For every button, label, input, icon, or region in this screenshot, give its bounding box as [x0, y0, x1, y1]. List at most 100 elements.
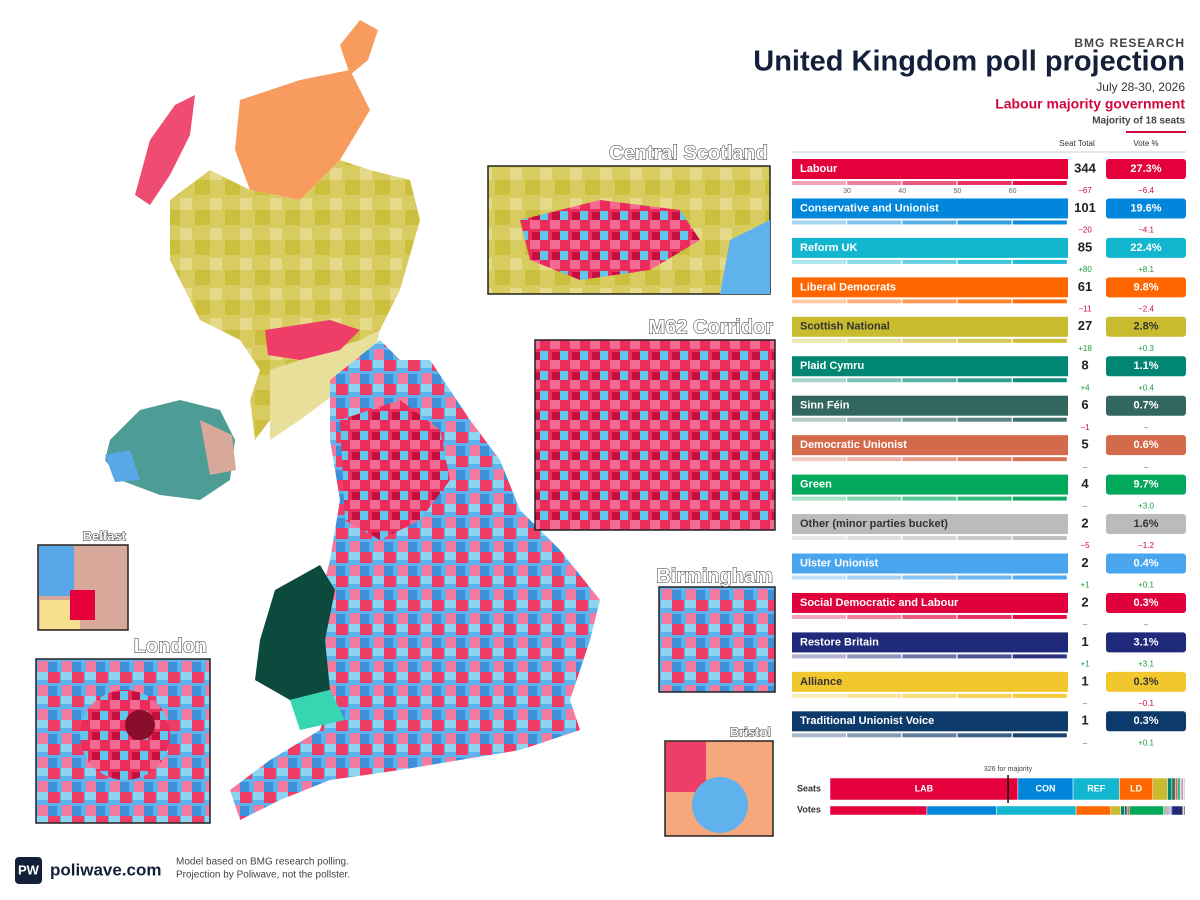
seat-total: 344: [1074, 160, 1096, 175]
range-strip: [1012, 378, 1067, 383]
range-strip: [957, 575, 1012, 580]
vote-box: [1106, 198, 1186, 219]
range-strip: [792, 338, 846, 343]
range-strip: [792, 378, 846, 383]
range-strip: [792, 496, 846, 501]
range-strip: [902, 220, 957, 225]
range-strip: [847, 417, 902, 422]
party-name: Scottish National: [800, 321, 890, 333]
seat-change: −20: [1078, 226, 1092, 235]
range-strip: [957, 259, 1012, 264]
seat-segment-label: REF: [1087, 783, 1106, 793]
range-strip: [847, 575, 902, 580]
party-bar: [792, 198, 1068, 219]
vote-box: [1106, 474, 1186, 495]
vote-change: −0.1: [1138, 699, 1154, 708]
range-strip: [902, 614, 957, 619]
vote-share: 0.7%: [1133, 400, 1158, 412]
vote-change: −6.4: [1138, 186, 1154, 195]
vote-change: +0.1: [1138, 738, 1154, 747]
party-bar: [792, 316, 1068, 337]
seat-segment: [1184, 777, 1186, 801]
vote-segment: [1120, 805, 1125, 816]
seat-change: −67: [1078, 186, 1092, 195]
inset-bristol: Bristol: [664, 724, 774, 837]
seat-change: –: [1083, 738, 1088, 747]
vote-segment: [1124, 805, 1128, 816]
range-strip: [902, 733, 957, 738]
range-strip: [792, 299, 846, 304]
vote-segment: [1126, 805, 1130, 816]
range-strip: [957, 417, 1012, 422]
range-strip: [1012, 575, 1067, 580]
date: July 28-30, 2026: [1096, 80, 1185, 94]
range-strip: [1012, 614, 1067, 619]
seat-segment: [1177, 777, 1181, 801]
shetland: [340, 20, 378, 75]
range-strip: [902, 536, 957, 541]
party-bar: [792, 711, 1068, 732]
votes-label: Votes: [797, 804, 821, 814]
range-strip: [792, 181, 846, 185]
range-strip: [902, 259, 957, 264]
range-strip: [957, 299, 1012, 304]
party-name: Ulster Unionist: [800, 557, 879, 569]
seat-total: 2: [1081, 515, 1088, 530]
range-strip: [792, 220, 846, 225]
vote-box: [1106, 711, 1186, 732]
seat-segment: [1167, 777, 1173, 801]
vote-share: 19.6%: [1130, 202, 1161, 214]
vote-change: −2.4: [1138, 304, 1154, 313]
party-name: Democratic Unionist: [800, 439, 907, 451]
range-strip: [847, 299, 902, 304]
range-strip: [957, 181, 1012, 185]
vote-box: [1106, 553, 1186, 574]
range-strip: [1012, 496, 1067, 501]
range-strip: [1012, 259, 1067, 264]
vote-share: 2.8%: [1133, 321, 1158, 333]
inset-belfast: Belfast: [37, 528, 129, 631]
wales-south: [290, 690, 345, 730]
vote-segment: [996, 805, 1077, 816]
scotland: [170, 160, 420, 440]
seat-total: 85: [1078, 239, 1092, 254]
seat-segment: [1152, 777, 1168, 801]
vote-share: 0.3%: [1133, 676, 1158, 688]
vote-change: +0.4: [1138, 383, 1154, 392]
range-strip: [847, 654, 902, 659]
range-strip: [792, 654, 846, 659]
range-strip: [792, 259, 846, 264]
vote-box: [1106, 316, 1186, 337]
seat-total: 8: [1081, 358, 1088, 373]
range-strip: [902, 575, 957, 580]
range-strip: [792, 575, 846, 580]
vote-box: [1106, 514, 1186, 535]
hebrides: [135, 95, 195, 205]
seat-change: −5: [1080, 541, 1090, 550]
range-strip: [847, 259, 902, 264]
range-strip: [902, 457, 957, 462]
seat-change: +18: [1078, 344, 1092, 353]
party-bar: [792, 356, 1068, 377]
vote-segment: [926, 805, 997, 816]
inset-label: Belfast: [83, 528, 127, 543]
inset-label: Birmingham: [656, 565, 773, 587]
party-name: Social Democratic and Labour: [800, 597, 959, 609]
vote-segment: [829, 805, 928, 816]
seat-change: +80: [1078, 265, 1092, 274]
seat-change: +1: [1080, 581, 1090, 590]
vote-segment: [1171, 805, 1184, 816]
seat-total: 1: [1081, 713, 1088, 728]
range-strip: [792, 417, 846, 422]
vote-share: 0.3%: [1133, 597, 1158, 609]
range-strip: [957, 496, 1012, 501]
vote-box: [1106, 277, 1186, 298]
seat-total: 61: [1078, 279, 1092, 294]
range-strip: [1012, 338, 1067, 343]
party-bar: [792, 514, 1068, 535]
seat-segment-label: LAB: [915, 783, 934, 793]
range-strip: [902, 693, 957, 698]
ni-east: [200, 420, 236, 475]
party-bar: [792, 632, 1068, 653]
